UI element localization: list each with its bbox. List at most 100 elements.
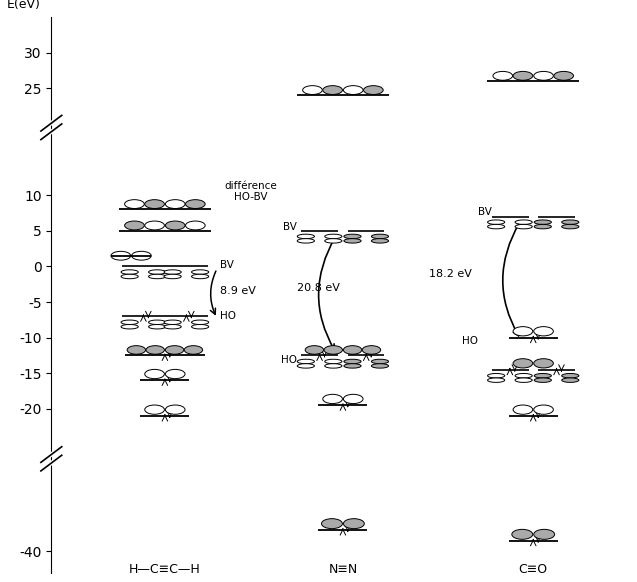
Ellipse shape <box>487 374 505 378</box>
Ellipse shape <box>164 270 181 274</box>
Ellipse shape <box>323 395 343 403</box>
Ellipse shape <box>297 364 315 368</box>
Ellipse shape <box>562 225 579 229</box>
Ellipse shape <box>166 405 185 414</box>
Ellipse shape <box>371 364 389 368</box>
Ellipse shape <box>322 519 343 528</box>
Text: BV: BV <box>478 207 492 217</box>
Text: HO: HO <box>462 336 478 346</box>
Ellipse shape <box>145 200 164 208</box>
Ellipse shape <box>192 274 209 279</box>
Ellipse shape <box>534 220 552 225</box>
Ellipse shape <box>343 395 363 403</box>
Ellipse shape <box>121 270 138 274</box>
Ellipse shape <box>166 221 185 230</box>
Ellipse shape <box>324 346 343 354</box>
Ellipse shape <box>344 239 361 243</box>
Ellipse shape <box>148 270 166 274</box>
Ellipse shape <box>513 405 533 414</box>
Ellipse shape <box>146 346 164 354</box>
Ellipse shape <box>325 234 342 239</box>
Ellipse shape <box>164 325 181 329</box>
Ellipse shape <box>166 370 185 379</box>
Ellipse shape <box>513 327 533 336</box>
Ellipse shape <box>371 234 389 239</box>
Ellipse shape <box>515 220 533 225</box>
Ellipse shape <box>297 234 315 239</box>
Text: C≡O: C≡O <box>519 563 548 576</box>
Ellipse shape <box>515 225 533 229</box>
Ellipse shape <box>192 270 209 274</box>
Ellipse shape <box>534 530 555 540</box>
Ellipse shape <box>164 274 181 279</box>
Ellipse shape <box>132 251 151 260</box>
Ellipse shape <box>297 239 315 243</box>
Ellipse shape <box>325 364 342 368</box>
Ellipse shape <box>127 346 145 354</box>
Ellipse shape <box>534 359 554 368</box>
Ellipse shape <box>487 378 505 382</box>
Ellipse shape <box>562 220 579 225</box>
Text: BV: BV <box>283 222 297 232</box>
Ellipse shape <box>534 72 554 80</box>
Ellipse shape <box>125 200 144 208</box>
Ellipse shape <box>145 370 164 379</box>
Ellipse shape <box>323 86 343 94</box>
Ellipse shape <box>534 374 552 378</box>
Text: différence
HO-BV: différence HO-BV <box>224 181 277 203</box>
Ellipse shape <box>513 72 533 80</box>
Ellipse shape <box>534 327 554 336</box>
Ellipse shape <box>166 346 183 354</box>
Ellipse shape <box>303 86 322 94</box>
Ellipse shape <box>145 405 164 414</box>
Ellipse shape <box>562 378 579 382</box>
Ellipse shape <box>371 239 389 243</box>
Ellipse shape <box>344 364 361 368</box>
Ellipse shape <box>512 530 533 540</box>
Text: HO: HO <box>281 356 297 365</box>
Ellipse shape <box>164 320 181 325</box>
Text: BV: BV <box>220 260 234 271</box>
Ellipse shape <box>185 221 205 230</box>
Ellipse shape <box>343 86 363 94</box>
Ellipse shape <box>325 239 342 243</box>
Ellipse shape <box>184 346 203 354</box>
Ellipse shape <box>148 325 166 329</box>
Text: 20.8 eV: 20.8 eV <box>297 283 340 293</box>
Ellipse shape <box>493 72 513 80</box>
Text: 8.9 eV: 8.9 eV <box>220 286 256 296</box>
Text: H—C≡C—H: H—C≡C—H <box>129 563 201 576</box>
Ellipse shape <box>562 374 579 378</box>
Ellipse shape <box>325 359 342 364</box>
Ellipse shape <box>371 359 389 364</box>
Ellipse shape <box>534 405 554 414</box>
Ellipse shape <box>364 86 383 94</box>
Ellipse shape <box>192 325 209 329</box>
Ellipse shape <box>515 374 533 378</box>
Ellipse shape <box>121 274 138 279</box>
Text: HO: HO <box>220 311 236 321</box>
Ellipse shape <box>344 234 361 239</box>
Ellipse shape <box>343 519 364 528</box>
Ellipse shape <box>145 221 164 230</box>
Ellipse shape <box>534 225 552 229</box>
Ellipse shape <box>305 346 324 354</box>
Ellipse shape <box>344 359 361 364</box>
Ellipse shape <box>192 320 209 325</box>
Text: N≡N: N≡N <box>328 563 357 576</box>
Ellipse shape <box>554 72 573 80</box>
Ellipse shape <box>297 359 315 364</box>
Y-axis label: E(eV): E(eV) <box>7 0 41 12</box>
Ellipse shape <box>148 320 166 325</box>
Ellipse shape <box>487 220 505 225</box>
Ellipse shape <box>534 378 552 382</box>
Ellipse shape <box>111 251 131 260</box>
Ellipse shape <box>148 274 166 279</box>
Ellipse shape <box>121 325 138 329</box>
Ellipse shape <box>125 221 144 230</box>
Ellipse shape <box>121 320 138 325</box>
Ellipse shape <box>343 346 362 354</box>
Ellipse shape <box>166 200 185 208</box>
Ellipse shape <box>185 200 205 208</box>
Ellipse shape <box>362 346 381 354</box>
